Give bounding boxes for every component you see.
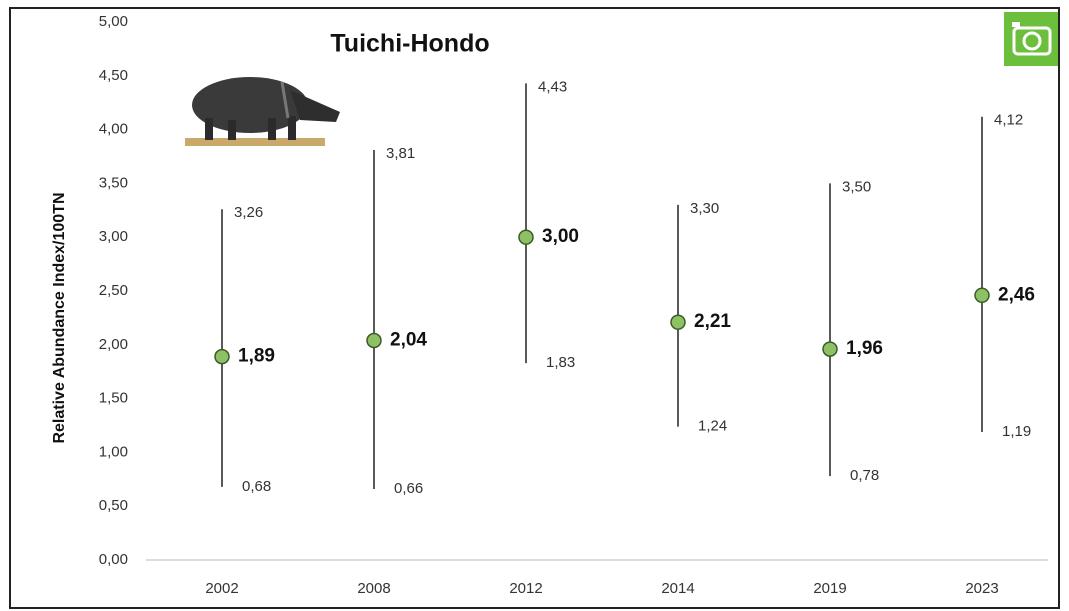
point — [366, 332, 382, 349]
low-label: 1,83 — [546, 354, 575, 371]
x-tick-label: 2002 — [205, 580, 238, 597]
low-label: 0,78 — [850, 467, 879, 484]
high-label: 3,81 — [386, 145, 415, 162]
y-tick-label: 2,50 — [99, 282, 128, 299]
y-tick-label: 0,00 — [99, 551, 128, 568]
y-tick-label: 0,50 — [99, 497, 128, 514]
high-label: 4,12 — [994, 112, 1023, 129]
high-label: 3,50 — [842, 178, 871, 195]
value-label: 2,04 — [390, 330, 427, 351]
y-tick-label: 5,00 — [99, 13, 128, 30]
point — [974, 287, 990, 304]
y-tick-label: 2,00 — [99, 336, 128, 353]
value-label: 2,46 — [998, 284, 1035, 305]
value-label: 1,89 — [238, 346, 275, 367]
low-label: 1,19 — [1002, 423, 1031, 440]
point — [670, 314, 686, 330]
camera-icon[interactable] — [1004, 12, 1058, 66]
y-tick-label: 4,50 — [99, 67, 128, 84]
x-tick-label: 2012 — [509, 580, 542, 597]
low-label: 1,24 — [698, 418, 727, 435]
high-label: 4,43 — [538, 78, 567, 95]
x-tick-label: 2014 — [661, 580, 694, 597]
low-label: 0,66 — [394, 480, 423, 497]
y-tick-label: 3,00 — [99, 228, 128, 245]
point — [214, 348, 230, 365]
value-label: 2,21 — [694, 311, 731, 332]
point — [518, 229, 534, 245]
point — [822, 341, 838, 357]
y-tick-label: 1,50 — [99, 390, 128, 407]
peccary-illustration — [185, 77, 340, 146]
value-label: 1,96 — [846, 338, 883, 359]
x-tick-label: 2023 — [965, 580, 998, 597]
y-axis-label: Relative Abundance Index/100TN — [51, 192, 68, 443]
low-label: 0,68 — [242, 478, 271, 495]
high-label: 3,30 — [690, 200, 719, 217]
y-tick-label: 3,50 — [99, 174, 128, 191]
high-label: 3,26 — [234, 204, 263, 221]
x-tick-label: 2019 — [813, 580, 846, 597]
x-tick-label: 2008 — [357, 580, 390, 597]
value-label: 3,00 — [542, 226, 579, 247]
chart-frame — [9, 7, 1060, 609]
y-tick-label: 4,00 — [99, 121, 128, 138]
chart-title: Tuichi-Hondo — [330, 30, 489, 58]
y-tick-label: 1,00 — [99, 443, 128, 460]
